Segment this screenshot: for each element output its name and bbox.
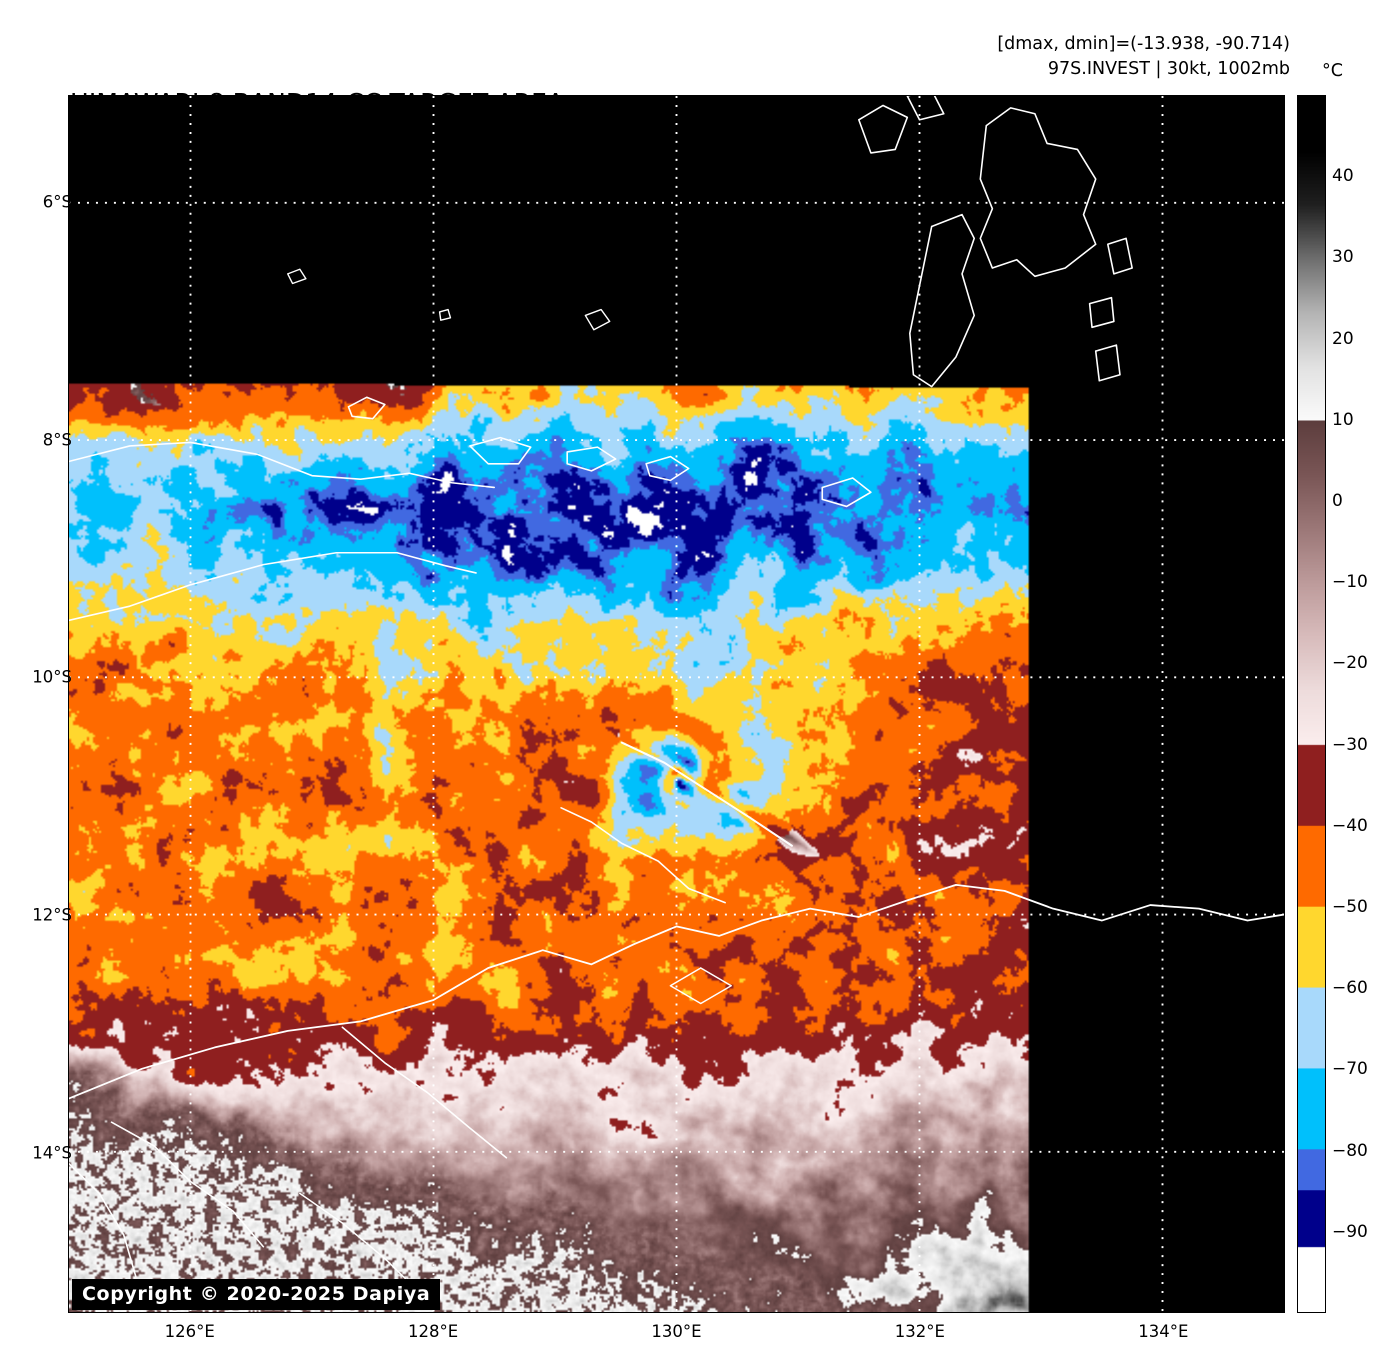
colorbar-tick-label: −50: [1332, 897, 1368, 917]
coastline: [469, 436, 532, 465]
graticule-overlay: [69, 96, 1284, 1312]
coastline: [645, 455, 690, 482]
colorbar-tick-label: −40: [1332, 815, 1368, 836]
x-axis-tick-label: 134°E: [1138, 1322, 1189, 1341]
colorbar-tick-label: −70: [1332, 1059, 1368, 1080]
coastline: [438, 308, 452, 321]
satellite-image-plot: [68, 95, 1285, 1313]
y-axis-tick-label: 8°S: [42, 430, 72, 450]
coastline: [1094, 344, 1121, 382]
colorbar-tick-label: −10: [1332, 572, 1368, 593]
colorbar-unit-label: °C: [1322, 61, 1343, 81]
x-axis-tick-label: 126°E: [164, 1322, 215, 1341]
storm-info-label: 97S.INVEST | 30kt, 1002mb: [1047, 58, 1290, 79]
coastline: [69, 884, 1284, 1100]
colorbar-tick-label: 30: [1332, 247, 1354, 268]
coastline: [584, 308, 611, 331]
coastline: [858, 104, 909, 154]
coastline: [821, 477, 872, 508]
copyright-watermark: Copyright © 2020-2025 Dapiya: [72, 1279, 441, 1310]
colorbar-tick-label: 40: [1332, 166, 1354, 187]
x-axis-tick-label: 128°E: [408, 1322, 459, 1341]
colorbar-tick-label: 10: [1332, 409, 1354, 430]
coastline: [287, 268, 307, 285]
y-axis-tick-label: 10°S: [32, 667, 72, 687]
metadata-block: [dmax, dmin]=(-13.938, -90.714) 97S.INVE…: [997, 32, 1290, 82]
coastline: [347, 396, 386, 420]
data-minmax-label: [dmax, dmin]=(-13.938, -90.714): [997, 34, 1290, 54]
colorbar-gradient: [1298, 96, 1325, 1312]
satellite-infrared-raster: [69, 96, 1284, 1312]
colorbar-tick-label: −30: [1332, 734, 1368, 755]
coastline: [69, 551, 477, 622]
coastline: [906, 96, 945, 121]
y-axis-tick-label: 6°S: [42, 192, 72, 212]
colorbar-tick-label: −80: [1332, 1140, 1368, 1161]
x-axis-tick-label: 130°E: [651, 1322, 702, 1341]
coastline: [620, 741, 793, 847]
coastline: [979, 107, 1097, 278]
x-axis-tick-label: 132°E: [894, 1322, 945, 1341]
colorbar-tick-label: 0: [1332, 491, 1343, 511]
y-axis-tick-label: 14°S: [32, 1143, 72, 1163]
colorbar-tick-label: 20: [1332, 328, 1354, 349]
coastline: [560, 807, 726, 904]
coastline: [341, 1026, 508, 1159]
coastline: [1106, 237, 1133, 275]
coastline: [299, 1192, 423, 1295]
colorbar-tick-label: −90: [1332, 1221, 1368, 1242]
coastline: [909, 213, 976, 388]
coastline: [669, 967, 732, 1005]
colorbar: [1297, 95, 1326, 1313]
colorbar-tick-label: −60: [1332, 978, 1368, 999]
coastline: [566, 446, 617, 472]
coastline: [69, 1162, 137, 1278]
coastline: [1088, 296, 1115, 329]
coastline: [69, 441, 495, 489]
colorbar-tick-label: −20: [1332, 653, 1368, 674]
y-axis-tick-label: 12°S: [32, 905, 72, 925]
coastline: [110, 1121, 265, 1248]
